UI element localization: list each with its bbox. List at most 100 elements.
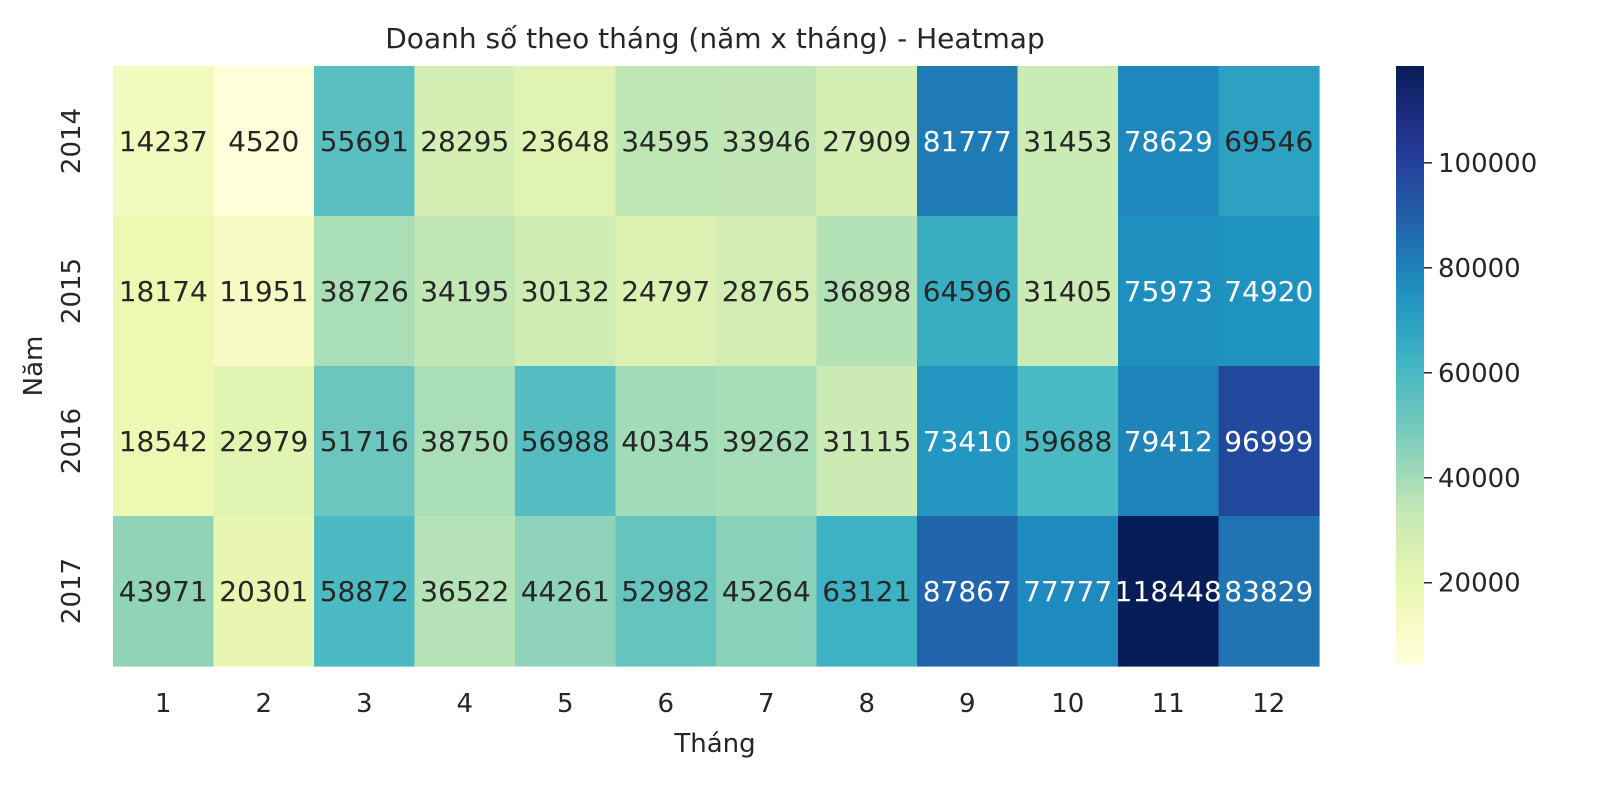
heatmap-cell-2016-9 [917, 366, 1019, 517]
heatmap-cell-labels: 14237 4520 55691 28295 23648 34595 33946 27909 8… [119, 125, 1314, 608]
cell-value-label: 28765 [722, 275, 811, 308]
cell-value-label: 79412 [1124, 425, 1213, 458]
cell-value-label: 55691 [320, 125, 409, 158]
x-tick-label: 3 [356, 689, 373, 719]
heatmap-cell-2017-10 [1017, 516, 1119, 667]
y-tick-label: 2017 [57, 558, 87, 624]
cell-value-label: 31115 [822, 425, 911, 458]
cell-value-label: 33946 [722, 125, 811, 158]
x-tick-label: 11 [1152, 689, 1185, 719]
cell-value-label: 44261 [521, 575, 610, 608]
cell-value-label: 23648 [521, 125, 610, 158]
colorbar-tick-label: 40000 [1438, 464, 1521, 494]
x-tick-label: 10 [1051, 689, 1084, 719]
colorbar [1396, 66, 1424, 664]
heatmap-cell-2017-4 [414, 516, 516, 667]
x-tick-label: 8 [858, 689, 875, 719]
heatmap-cell-2014-9 [917, 66, 1019, 217]
x-tick-label: 2 [255, 689, 272, 719]
y-axis-ticks: 2014 2015 2016 2017 [57, 108, 87, 624]
heatmap-cell-2016-6 [615, 366, 717, 517]
cell-value-label: 58872 [320, 575, 409, 608]
cell-value-label: 83829 [1224, 575, 1313, 608]
cell-value-label: 73410 [923, 425, 1012, 458]
x-tick-label: 1 [155, 689, 172, 719]
heatmap-cell-2016-8 [816, 366, 918, 517]
cell-value-label: 51716 [320, 425, 409, 458]
cell-value-label: 27909 [822, 125, 911, 158]
heatmap-cell-2017-2 [213, 516, 315, 667]
chart-title: Doanh số theo tháng (năm x tháng) - Heat… [385, 22, 1044, 55]
x-axis-ticks: 1 2 3 4 5 6 7 8 9 10 11 12 [155, 689, 1285, 719]
heatmap-cell-2014-4 [414, 66, 516, 217]
y-tick-label: 2016 [57, 408, 87, 474]
cell-value-label: 78629 [1124, 125, 1213, 158]
cell-value-label: 36522 [420, 575, 509, 608]
cell-value-label: 43971 [119, 575, 208, 608]
y-axis-label: Năm [19, 336, 49, 397]
heatmap-cell-2017-11 [1118, 516, 1220, 667]
colorbar-tick-label: 80000 [1438, 254, 1521, 284]
heatmap-cell-2014-6 [615, 66, 717, 217]
heatmap-cell-2016-7 [716, 366, 818, 517]
cell-value-label: 36898 [822, 275, 911, 308]
x-tick-label: 7 [758, 689, 775, 719]
cell-value-label: 45264 [722, 575, 811, 608]
cell-value-label: 96999 [1224, 425, 1313, 458]
heatmap-cell-2017-12 [1218, 516, 1320, 667]
heatmap-cell-2017-7 [716, 516, 818, 667]
heatmap-cell-2016-5 [515, 366, 617, 517]
cell-value-label: 4520 [228, 125, 299, 158]
x-axis-label: Tháng [673, 729, 755, 759]
heatmap-cell-2015-9 [917, 216, 1019, 367]
heatmap-cell-2016-3 [314, 366, 416, 517]
heatmap-cell-2016-2 [213, 366, 315, 517]
heatmap-cell-2015-1 [113, 216, 215, 367]
cell-value-label: 20301 [219, 575, 308, 608]
heatmap-cell-2016-11 [1118, 366, 1220, 517]
cell-value-label: 28295 [420, 125, 509, 158]
cell-value-label: 52982 [621, 575, 710, 608]
cell-value-label: 118448 [1115, 575, 1222, 608]
heatmap-cell-2015-12 [1218, 216, 1320, 367]
heatmap-cell-2017-8 [816, 516, 918, 667]
y-tick-label: 2015 [57, 258, 87, 324]
colorbar-ticks: 20000 40000 60000 80000 100000 [1424, 149, 1537, 599]
heatmap-cell-2016-1 [113, 366, 215, 517]
cell-value-label: 34595 [621, 125, 710, 158]
heatmap-cell-2016-10 [1017, 366, 1119, 517]
x-tick-label: 6 [657, 689, 674, 719]
cell-value-label: 18542 [119, 425, 208, 458]
heatmap-cell-2017-5 [515, 516, 617, 667]
cell-value-label: 31453 [1023, 125, 1112, 158]
heatmap-cell-2015-6 [615, 216, 717, 367]
heatmap-cells [113, 66, 1320, 667]
cell-value-label: 64596 [923, 275, 1012, 308]
heatmap-cell-2014-3 [314, 66, 416, 217]
heatmap-cell-2014-8 [816, 66, 918, 217]
cell-value-label: 56988 [521, 425, 610, 458]
cell-value-label: 87867 [923, 575, 1012, 608]
cell-value-label: 30132 [521, 275, 610, 308]
heatmap-cell-2015-10 [1017, 216, 1119, 367]
heatmap-cell-2015-3 [314, 216, 416, 367]
heatmap-cell-2017-1 [113, 516, 215, 667]
cell-value-label: 59688 [1023, 425, 1112, 458]
cell-value-label: 74920 [1224, 275, 1313, 308]
heatmap-cell-2014-5 [515, 66, 617, 217]
x-tick-label: 12 [1252, 689, 1285, 719]
heatmap-cell-2014-7 [716, 66, 818, 217]
cell-value-label: 40345 [621, 425, 710, 458]
heatmap-cell-2017-3 [314, 516, 416, 667]
cell-value-label: 39262 [722, 425, 811, 458]
cell-value-label: 38726 [320, 275, 409, 308]
heatmap-cell-2014-2 [213, 66, 315, 217]
heatmap-cell-2015-8 [816, 216, 918, 367]
cell-value-label: 63121 [822, 575, 911, 608]
heatmap-cell-2014-12 [1218, 66, 1320, 217]
cell-value-label: 75973 [1124, 275, 1213, 308]
colorbar-tick-label: 20000 [1438, 569, 1521, 599]
cell-value-label: 77777 [1023, 575, 1112, 608]
y-tick-label: 2014 [57, 108, 87, 174]
x-tick-label: 9 [959, 689, 976, 719]
